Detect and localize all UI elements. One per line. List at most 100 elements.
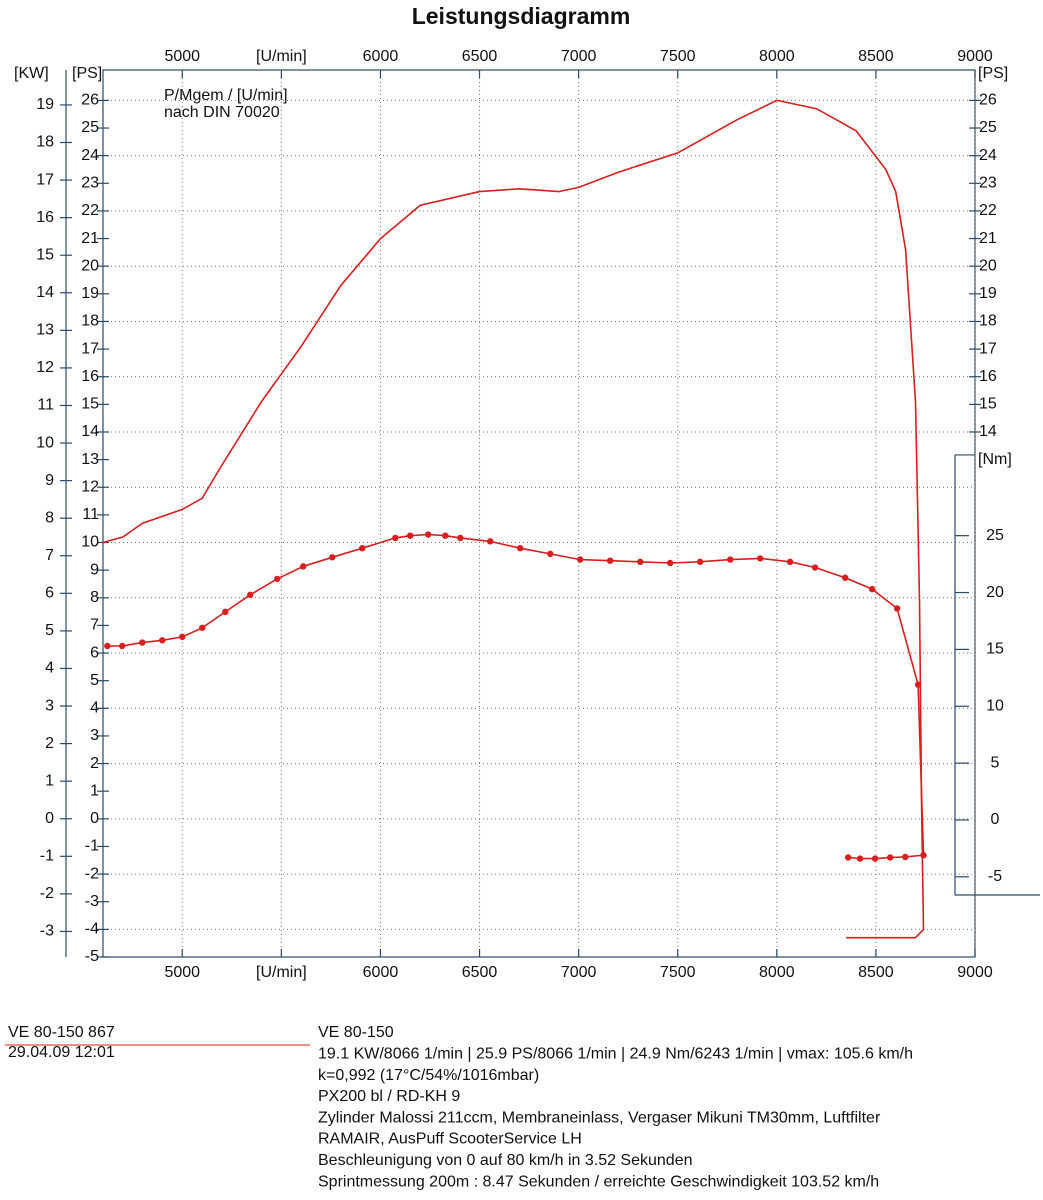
footer-line: 19.1 KW/8066 1/min | 25.9 PS/8066 1/min … bbox=[318, 1046, 913, 1063]
y-tick-label: 18 bbox=[81, 313, 99, 330]
y-tick-label: 1 bbox=[90, 782, 99, 799]
data-point bbox=[920, 852, 927, 859]
y-tick-label: 14 bbox=[81, 423, 99, 440]
nm-tick-label: 0 bbox=[991, 811, 1000, 828]
data-point bbox=[727, 556, 734, 563]
plot-frame bbox=[102, 69, 976, 958]
data-point bbox=[359, 544, 366, 552]
footer-line: Zylinder Malossi 211ccm, Membraneinlass,… bbox=[318, 1109, 881, 1126]
data-point bbox=[841, 574, 849, 581]
kw-tick-label: 17 bbox=[36, 171, 54, 188]
footer: VE 80-150 867 29.04.09 12:01 VE 80-150 19.1… bbox=[8, 1024, 913, 1190]
y-tick-label: -5 bbox=[85, 948, 99, 965]
x-tick-label: 5000 bbox=[164, 964, 200, 981]
y-tick-label-right: 26 bbox=[979, 92, 997, 109]
data-point bbox=[914, 681, 922, 688]
data-point bbox=[442, 532, 449, 539]
y-tick-label: 13 bbox=[81, 451, 99, 468]
footer-line: Sprintmessung 200m : 8.47 Sekunden / err… bbox=[318, 1173, 879, 1190]
y-tick-label: 9 bbox=[90, 561, 99, 578]
x-tick-label: 9000 bbox=[957, 964, 993, 981]
kw-tick-label: -3 bbox=[40, 923, 54, 940]
kw-axis-label: [KW] bbox=[14, 65, 49, 82]
kw-tick-label: 8 bbox=[45, 509, 54, 526]
kw-tick-label: 10 bbox=[36, 434, 54, 451]
x-tick-label: 6000 bbox=[363, 48, 399, 65]
x-tick-label: 7500 bbox=[660, 48, 696, 65]
x-tick-label: 8000 bbox=[759, 964, 795, 981]
y-tick-label: 10 bbox=[81, 534, 99, 551]
x-tick-label: 7000 bbox=[561, 964, 597, 981]
data-point bbox=[104, 642, 111, 650]
data-point bbox=[868, 585, 876, 593]
x-tick-label: 7500 bbox=[660, 964, 696, 981]
y-tick-label: 8 bbox=[90, 589, 99, 606]
y-tick-label: -1 bbox=[85, 838, 99, 855]
y-axis-label: [PS] bbox=[72, 65, 102, 82]
data-point bbox=[274, 575, 281, 583]
nm-tick-label: 20 bbox=[986, 584, 1004, 601]
chart-title: Leistungsdiagramm bbox=[412, 3, 631, 29]
footer-line: VE 80-150 bbox=[318, 1024, 394, 1041]
data-point bbox=[179, 633, 186, 641]
data-point bbox=[299, 563, 307, 570]
kw-tick-label: 19 bbox=[36, 96, 54, 113]
footer-left: 29.04.09 12:01 bbox=[8, 1044, 115, 1061]
kw-tick-label: 18 bbox=[36, 134, 54, 151]
data-point bbox=[159, 637, 166, 644]
data-point bbox=[577, 556, 584, 563]
footer-line: PX200 bl / RD-KH 9 bbox=[318, 1088, 460, 1105]
footer-line: RAMAIR, AusPuff ScooterService LH bbox=[318, 1131, 582, 1148]
data-point bbox=[871, 855, 879, 862]
data-point bbox=[119, 642, 126, 650]
y-tick-label: 19 bbox=[81, 285, 99, 302]
y-tick-label: 16 bbox=[81, 368, 99, 385]
nm-tick-label: 15 bbox=[986, 641, 1004, 658]
y-tick-label: -2 bbox=[85, 865, 99, 882]
footer-left: VE 80-150 867 bbox=[8, 1024, 115, 1041]
data-point bbox=[392, 534, 399, 542]
data-point bbox=[457, 534, 464, 542]
x-tick-label: 8500 bbox=[858, 48, 894, 65]
kw-tick-label: 0 bbox=[45, 810, 54, 827]
data-point bbox=[666, 559, 674, 567]
data-point bbox=[856, 855, 864, 862]
kw-tick-label: 4 bbox=[45, 660, 54, 677]
kw-tick-label: -1 bbox=[40, 848, 54, 865]
y-tick-label: 25 bbox=[81, 119, 99, 136]
kw-tick-label: 13 bbox=[36, 322, 54, 339]
kw-tick-label: 11 bbox=[37, 397, 54, 414]
data-point bbox=[139, 639, 146, 646]
data-point bbox=[247, 591, 254, 599]
data-point bbox=[222, 608, 229, 616]
data-point bbox=[886, 854, 894, 861]
annotation: nach DIN 70020 bbox=[164, 104, 280, 121]
kw-tick-label: 3 bbox=[45, 697, 54, 714]
y-tick-label: 7 bbox=[90, 617, 99, 634]
kw-tick-label: 6 bbox=[45, 585, 54, 602]
kw-tick-label: -2 bbox=[40, 885, 54, 902]
footer-line: k=0,992 (17°C/54%/1016mbar) bbox=[318, 1067, 539, 1084]
y-tick-label: 6 bbox=[90, 644, 99, 661]
data-point bbox=[547, 550, 554, 558]
annotation: P/Mgem / [U/min] bbox=[164, 87, 288, 104]
data-point bbox=[844, 854, 852, 861]
kw-tick-label: 1 bbox=[45, 772, 54, 789]
kw-tick-label: 14 bbox=[36, 284, 54, 301]
kw-tick-label: 15 bbox=[36, 246, 54, 263]
x-tick-label: 6000 bbox=[363, 964, 399, 981]
data-point bbox=[756, 555, 764, 562]
y-tick-label-right: 14 bbox=[979, 423, 997, 440]
data-point bbox=[199, 624, 206, 631]
kw-tick-label: 12 bbox=[36, 359, 54, 376]
y-tick-label: -4 bbox=[85, 921, 99, 938]
x-tick-label: [U/min] bbox=[256, 48, 307, 65]
x-tick-label: 8500 bbox=[858, 964, 894, 981]
y-tick-label-right: 15 bbox=[979, 396, 997, 413]
y-tick-label: 22 bbox=[81, 202, 99, 219]
data-point bbox=[902, 853, 909, 861]
x-tick-label: 5000 bbox=[164, 48, 200, 65]
data-point bbox=[425, 531, 432, 538]
y-tick-label-right: 24 bbox=[979, 147, 997, 164]
y-tick-label-right: 23 bbox=[979, 175, 997, 192]
